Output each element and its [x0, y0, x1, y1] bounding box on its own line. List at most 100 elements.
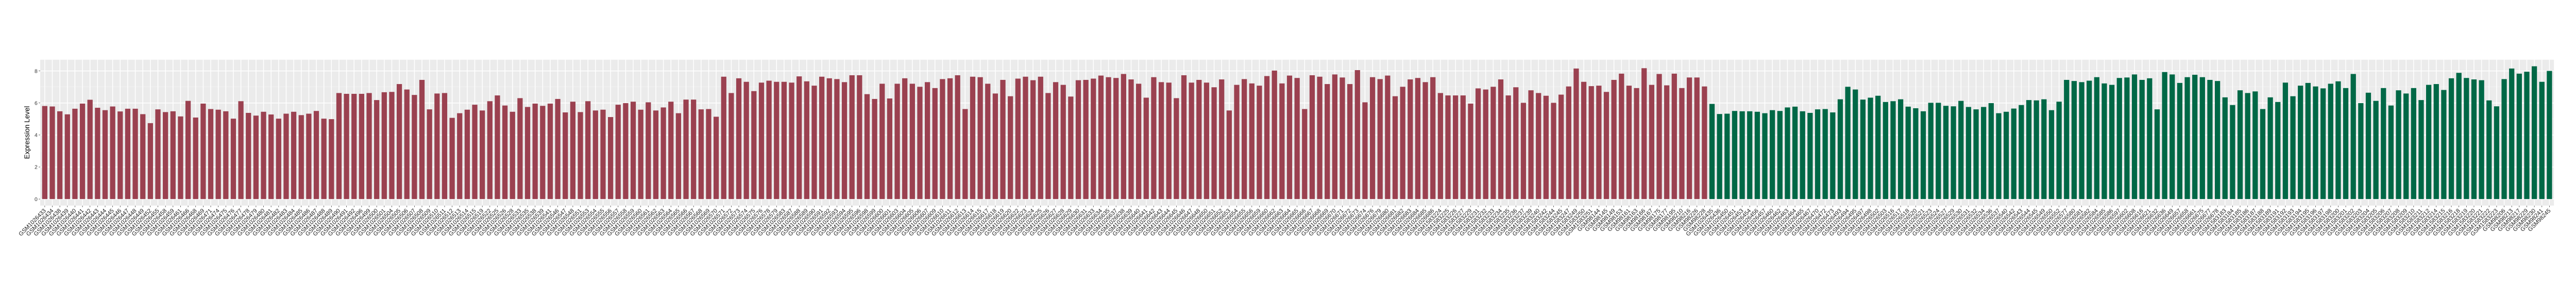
bar — [1453, 95, 1459, 200]
bar — [2282, 82, 2289, 200]
bar — [215, 109, 221, 200]
bar — [457, 113, 463, 200]
bar — [2509, 68, 2515, 200]
bar — [1853, 89, 1858, 200]
bar — [2147, 78, 2153, 200]
bar — [1603, 92, 1609, 200]
bar — [2260, 109, 2266, 200]
bar — [1897, 99, 1904, 200]
bar — [374, 100, 380, 200]
bar — [2139, 79, 2145, 200]
bar — [1030, 80, 1036, 200]
bar — [1694, 77, 1700, 200]
bar — [1951, 106, 1956, 200]
bar — [2350, 74, 2356, 200]
bar — [1143, 97, 1149, 200]
bar — [736, 78, 742, 200]
bar — [193, 117, 198, 200]
bar — [1981, 107, 1987, 200]
bar — [555, 98, 561, 200]
bar — [1490, 87, 1496, 200]
y-tick-label: 2 — [35, 164, 38, 171]
bar — [2184, 77, 2190, 200]
bar — [1226, 110, 1232, 200]
bar — [510, 111, 515, 200]
bar — [1242, 79, 1247, 200]
bar — [1015, 78, 1021, 200]
bar — [442, 93, 448, 200]
bar — [253, 115, 259, 200]
bar — [1098, 75, 1104, 200]
bar — [223, 111, 229, 200]
bar — [1091, 78, 1096, 200]
bar — [2365, 92, 2371, 200]
bar — [668, 102, 674, 200]
bar — [336, 93, 342, 200]
bar — [1400, 87, 1405, 200]
y-axis-label: Expression Level — [23, 106, 31, 159]
bar — [758, 82, 765, 200]
bar — [1369, 77, 1376, 200]
bar — [230, 119, 236, 200]
bar — [532, 103, 538, 200]
bar — [849, 75, 855, 200]
bar — [208, 109, 214, 200]
bar — [2411, 88, 2416, 200]
bar — [2448, 78, 2454, 200]
bar — [1286, 75, 1293, 200]
bar — [638, 109, 643, 200]
bar — [1000, 79, 1006, 200]
bar — [359, 94, 365, 200]
bar — [351, 94, 357, 200]
bar — [1913, 108, 1919, 200]
bar — [1528, 90, 1534, 200]
bar — [2298, 86, 2303, 200]
bar — [329, 119, 334, 200]
bar — [517, 98, 523, 200]
bar — [1053, 82, 1059, 200]
bar — [2547, 71, 2552, 200]
bar — [887, 98, 893, 200]
bar — [1641, 68, 1647, 200]
bar — [781, 81, 787, 200]
bar — [396, 84, 402, 200]
bar — [2290, 96, 2296, 200]
bar — [691, 99, 697, 200]
bar — [140, 114, 146, 200]
bar — [1445, 95, 1451, 200]
bar — [2041, 99, 2047, 200]
bar — [2094, 77, 2099, 200]
bar — [547, 103, 553, 200]
bar — [2003, 111, 2009, 200]
bar — [132, 108, 138, 200]
bar — [1724, 113, 1730, 200]
bar — [1679, 88, 1685, 200]
bar — [1302, 109, 1308, 200]
bar — [64, 114, 70, 200]
bar — [1543, 95, 1549, 200]
bar — [2479, 80, 2484, 200]
bar — [2252, 91, 2258, 200]
bars — [42, 66, 2552, 200]
bar — [238, 101, 244, 200]
bar — [1430, 77, 1436, 200]
bar — [2343, 88, 2349, 200]
bar — [472, 105, 478, 200]
bar — [306, 113, 312, 200]
bar — [864, 94, 870, 200]
bar — [1151, 77, 1157, 200]
bar — [1008, 96, 1013, 200]
bar — [366, 93, 372, 200]
bar — [1928, 103, 1934, 200]
bar — [728, 93, 734, 200]
y-axis: 0 2 4 6 8 — [35, 68, 41, 203]
bar — [1958, 101, 1964, 200]
bar — [2433, 84, 2439, 200]
bar — [2033, 100, 2039, 200]
bar — [1770, 110, 1775, 200]
bar — [2501, 79, 2507, 200]
bar — [540, 106, 546, 200]
bar — [1822, 109, 1828, 200]
bar — [660, 107, 666, 200]
bar — [291, 111, 297, 200]
